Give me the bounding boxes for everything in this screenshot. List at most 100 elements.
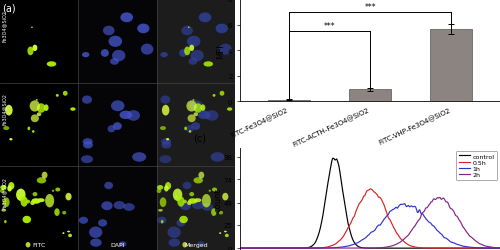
Text: (c): (c) [194, 133, 206, 143]
0.5h [285, 247, 291, 250]
Ellipse shape [198, 172, 204, 179]
Ellipse shape [3, 198, 10, 207]
1h [342, 245, 348, 248]
Ellipse shape [182, 182, 192, 190]
2h [268, 247, 274, 250]
Bar [78, 83, 157, 167]
Bar [157, 0, 235, 83]
Ellipse shape [168, 238, 180, 247]
Ellipse shape [18, 196, 21, 199]
Ellipse shape [160, 126, 166, 130]
Ellipse shape [179, 50, 188, 58]
Ellipse shape [160, 53, 168, 58]
Ellipse shape [127, 111, 140, 121]
Ellipse shape [32, 198, 40, 204]
Ellipse shape [31, 27, 33, 29]
Ellipse shape [188, 198, 198, 204]
Text: FITC-
Fe3O4@SiO2: FITC- Fe3O4@SiO2 [0, 10, 6, 42]
0.5h [342, 231, 348, 234]
Ellipse shape [98, 219, 107, 227]
Ellipse shape [190, 51, 204, 62]
Ellipse shape [227, 108, 232, 111]
Ellipse shape [37, 198, 44, 202]
Ellipse shape [187, 36, 200, 48]
Ellipse shape [183, 200, 187, 203]
Ellipse shape [220, 44, 232, 56]
Ellipse shape [206, 111, 218, 121]
Bar [78, 167, 157, 250]
Ellipse shape [192, 100, 194, 101]
Ellipse shape [113, 123, 122, 130]
1h [237, 247, 243, 250]
Line: 2h: 2h [240, 198, 500, 248]
Ellipse shape [104, 182, 113, 190]
Text: FITC-ACTH-
Fe3O4@SiO2: FITC-ACTH- Fe3O4@SiO2 [0, 93, 6, 125]
Ellipse shape [70, 108, 76, 111]
Ellipse shape [101, 50, 109, 58]
Ellipse shape [45, 194, 54, 207]
Ellipse shape [194, 178, 203, 184]
Ellipse shape [103, 26, 115, 36]
Ellipse shape [62, 211, 66, 215]
Ellipse shape [68, 234, 72, 237]
Ellipse shape [82, 53, 90, 58]
Ellipse shape [62, 232, 64, 234]
Bar [430, 30, 472, 102]
Ellipse shape [165, 182, 171, 190]
Ellipse shape [176, 219, 186, 227]
Text: ***: *** [364, 3, 376, 12]
Ellipse shape [2, 209, 6, 212]
Ellipse shape [186, 101, 196, 112]
Ellipse shape [81, 156, 93, 164]
Ellipse shape [28, 47, 34, 56]
Ellipse shape [225, 234, 229, 237]
Ellipse shape [111, 101, 124, 112]
Ellipse shape [156, 188, 162, 193]
Ellipse shape [22, 216, 31, 223]
Text: FITC-VHP-
Fe3O4@SiO2: FITC-VHP- Fe3O4@SiO2 [0, 176, 6, 208]
Ellipse shape [160, 96, 170, 104]
Ellipse shape [208, 190, 211, 192]
Ellipse shape [158, 209, 163, 212]
Ellipse shape [189, 46, 194, 52]
0.5h [478, 247, 484, 250]
Ellipse shape [184, 127, 187, 131]
Ellipse shape [220, 92, 224, 96]
Ellipse shape [132, 152, 146, 162]
Ellipse shape [56, 188, 60, 192]
Ellipse shape [216, 24, 228, 34]
Ellipse shape [204, 62, 213, 67]
Ellipse shape [188, 115, 196, 123]
1h [268, 247, 274, 250]
control [330, 157, 336, 160]
Ellipse shape [161, 220, 164, 224]
Ellipse shape [108, 126, 116, 133]
Ellipse shape [114, 201, 125, 209]
Ellipse shape [32, 192, 38, 196]
Ellipse shape [8, 182, 14, 190]
Ellipse shape [190, 192, 194, 196]
Ellipse shape [202, 194, 211, 207]
Ellipse shape [164, 186, 168, 192]
Line: 0.5h: 0.5h [240, 189, 500, 248]
Ellipse shape [79, 217, 88, 224]
Ellipse shape [186, 126, 194, 133]
Bar [157, 167, 235, 250]
Ellipse shape [137, 24, 149, 34]
Ellipse shape [141, 44, 154, 56]
1h [354, 241, 360, 244]
Ellipse shape [187, 201, 192, 205]
0.5h [268, 247, 274, 250]
Line: 1h: 1h [240, 204, 500, 248]
Ellipse shape [36, 178, 46, 184]
Ellipse shape [56, 94, 58, 98]
Ellipse shape [157, 217, 166, 224]
Ellipse shape [83, 142, 93, 149]
Ellipse shape [46, 62, 56, 67]
Ellipse shape [30, 201, 35, 205]
Ellipse shape [36, 100, 38, 101]
Bar [0, 83, 78, 167]
Ellipse shape [63, 92, 68, 96]
Ellipse shape [194, 198, 202, 202]
0.5h [368, 188, 374, 190]
